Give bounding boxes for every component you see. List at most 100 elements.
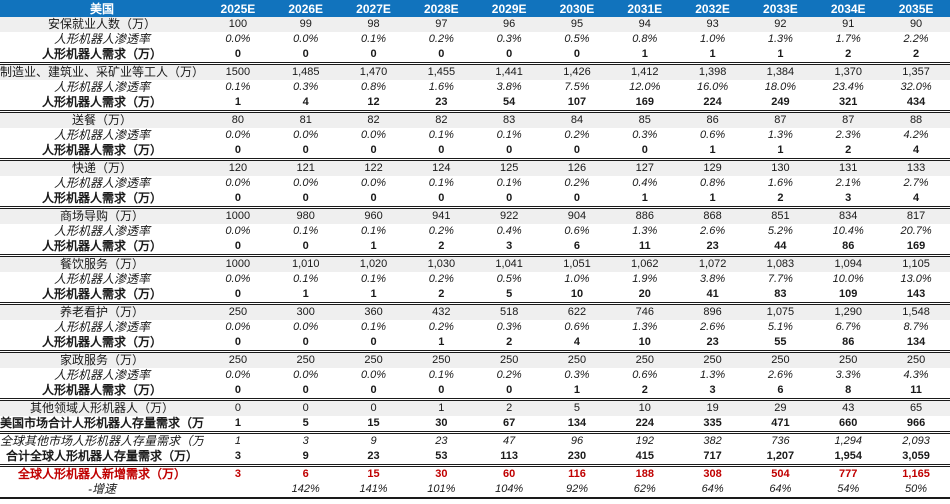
cell: 0.1% [360, 33, 387, 45]
cell: 124 [407, 159, 476, 176]
cell: 0.5% [564, 33, 590, 45]
row-label: 全球人形机器人新增需求（万） [17, 467, 186, 481]
table-row: 人形机器人需求（万） 0 1 1 2 5 10 20 41 83 109 143 [0, 287, 950, 305]
cell: 44 [746, 239, 815, 257]
cell: 250 [610, 351, 679, 368]
table-body: 安保就业人数（万） 100 99 98 97 96 95 94 93 92 91 90 人形机器人渗透率… [0, 17, 950, 498]
cell: 83 [746, 287, 815, 305]
cell: 6 [543, 239, 611, 257]
cell: 250 [204, 303, 272, 320]
row-label: 全球其他市场人形机器人存量需求（万） [0, 434, 204, 448]
row-label: 人形机器人需求（万） [0, 287, 204, 305]
cell: 250 [475, 351, 544, 368]
cell: 960 [339, 207, 408, 224]
cell: 188 [635, 468, 654, 480]
cell: 2,093 [902, 435, 930, 447]
cell: 2 [882, 47, 950, 65]
cell: 746 [610, 303, 679, 320]
cell: 100 [204, 17, 272, 32]
cell: 2 [475, 335, 544, 353]
row-label: 美国市场合计人形机器人存量需求（万） [0, 416, 204, 434]
cell: 736 [771, 435, 790, 447]
cell: 1,030 [407, 255, 476, 272]
cell: 0 [271, 383, 340, 401]
cell: 3.8% [700, 273, 726, 285]
cell: 3 [678, 383, 747, 401]
cell: 107 [543, 95, 611, 113]
cell: 0 [204, 191, 272, 209]
cell: 0.0% [225, 369, 251, 381]
cell: 471 [746, 416, 815, 434]
cell: 2 [814, 143, 883, 161]
cell: 9 [271, 449, 340, 467]
cell: 96 [475, 17, 544, 32]
cell: 1,094 [814, 255, 883, 272]
cell: 129 [678, 159, 747, 176]
cell: 1,020 [339, 255, 408, 272]
cell: 1,455 [407, 63, 476, 80]
cell: 0.0% [360, 369, 387, 381]
cell: 43 [814, 399, 883, 416]
cell: 0 [271, 143, 340, 161]
cell: 4 [271, 95, 340, 113]
cell: 3 [302, 435, 309, 447]
cell: 169 [882, 239, 950, 257]
cell: 0.1% [428, 369, 454, 381]
cell: 0.0% [293, 369, 319, 381]
cell: 1,010 [271, 255, 340, 272]
row-label: 送餐（万） [0, 111, 204, 128]
cell: 143 [882, 287, 950, 305]
cell: 0.0% [293, 177, 319, 189]
cell: 224 [610, 416, 679, 434]
cell: 0.0% [360, 177, 387, 189]
cell: 0.6% [564, 321, 590, 333]
cell: 87 [746, 111, 815, 128]
cell: 54% [837, 483, 860, 495]
table-row: 人形机器人渗透率 0.1% 0.3% 0.8% 1.6% 3.8% 7.5% 12.0% 16.… [0, 80, 950, 95]
cell: 321 [814, 95, 883, 113]
cell: 250 [746, 351, 815, 368]
cell: 0.0% [293, 321, 319, 333]
cell: 0 [610, 143, 679, 161]
cell: 0.0% [225, 33, 251, 45]
cell: 0 [475, 143, 544, 161]
cell: 0.8% [700, 177, 726, 189]
table-row: 人形机器人需求（万） 0 0 0 0 0 0 1 1 2 3 4 [0, 191, 950, 209]
table-row: 合计全球人形机器人存量需求（万） 3 9 23 53 113 230 415 717 1,207 1… [0, 449, 950, 467]
cell: 0.1% [428, 129, 454, 141]
cell: 121 [271, 159, 340, 176]
table-row: 养老看护（万） 250 300 360 432 518 622 746 896 1,075 1,29… [0, 303, 950, 320]
cell: 113 [475, 449, 544, 467]
cell: 5.1% [767, 321, 793, 333]
table-row: 人形机器人渗透率 0.0% 0.0% 0.1% 0.2% 0.3% 0.6% 1.3% 2.6%… [0, 320, 950, 335]
cell: 434 [882, 95, 950, 113]
cell: 0.1% [360, 321, 387, 333]
cell: 82 [339, 111, 408, 128]
cell: 0.8% [632, 33, 658, 45]
cell: 16.0% [696, 81, 729, 93]
cell: 133 [882, 159, 950, 176]
cell: 20 [610, 287, 679, 305]
cell [204, 482, 272, 498]
cell: 1,954 [814, 449, 883, 467]
cell: 0 [271, 239, 340, 257]
cell: 30 [407, 416, 476, 434]
row-label: 人形机器人渗透率 [53, 80, 150, 94]
cell: 134 [543, 416, 611, 434]
cell: 0.6% [632, 369, 658, 381]
cell: 29 [746, 399, 815, 416]
cell: 10.4% [832, 225, 864, 237]
table-row: 人形机器人渗透率 0.0% 0.0% 0.0% 0.1% 0.1% 0.2% 0.4% 0.8%… [0, 176, 950, 191]
cell: 0 [204, 383, 272, 401]
cell: 55 [746, 335, 815, 353]
cell: 122 [339, 159, 408, 176]
cell: 1,041 [475, 255, 544, 272]
cell: 96 [570, 435, 584, 447]
table-row: 人形机器人渗透率 0.0% 0.0% 0.0% 0.1% 0.1% 0.2% 0.3% 0.6%… [0, 128, 950, 143]
table-row: 家政服务（万） 250 250 250 250 250 250 250 250 250 250 250 [0, 351, 950, 368]
cell: 0.1% [293, 273, 319, 285]
row-label: 人形机器人渗透率 [53, 128, 150, 142]
cell: 7.5% [564, 81, 590, 93]
cell: 250 [407, 351, 476, 368]
cell: 0.2% [564, 177, 590, 189]
